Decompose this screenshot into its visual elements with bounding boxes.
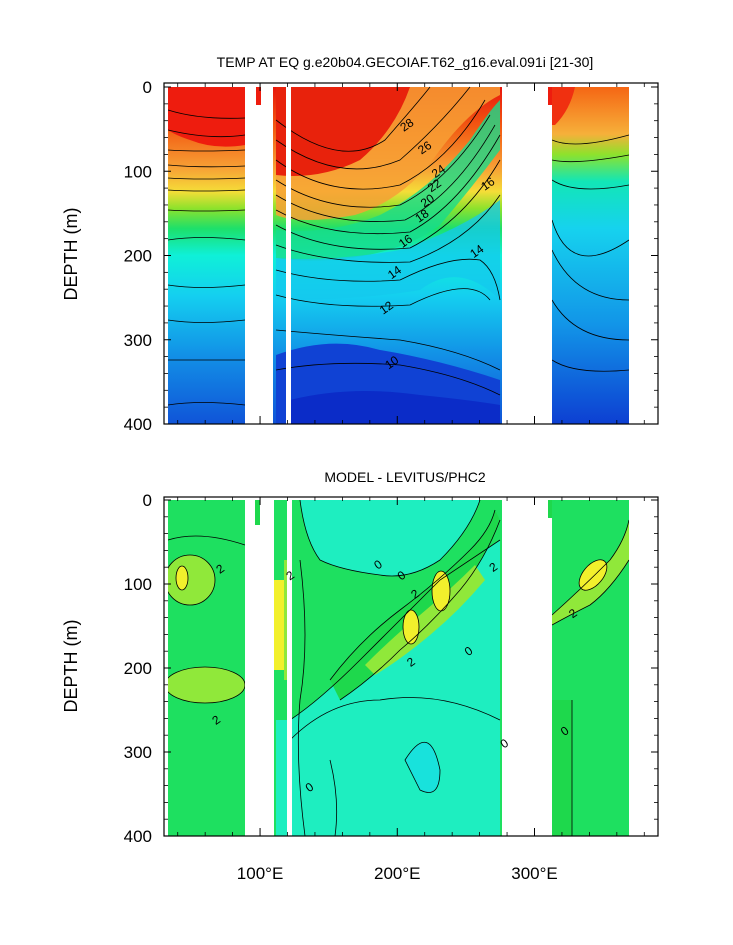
bottom-contour-field [164, 499, 658, 836]
y-tick-label: 400 [124, 827, 152, 846]
top-east-warm [552, 87, 575, 125]
x-tick-label: 200°E [374, 864, 421, 883]
top-frame [163, 82, 659, 425]
y-tick-label: 100 [124, 575, 152, 594]
bottom-west-yellow [176, 566, 188, 590]
top-x-ticks [177, 83, 645, 424]
y-tick-label: 100 [124, 162, 152, 181]
y-tick-label: 0 [143, 491, 152, 510]
top-land-gap-2 [286, 87, 291, 424]
bottom-panel-title: MODEL - LEVITUS/PHC2 [324, 469, 486, 485]
bottom-cyan-lower [290, 697, 500, 836]
top-red-spike-2 [548, 87, 552, 105]
top-panel-title: TEMP AT EQ g.e20b04.GECOIAF.T62_g16.eval… [217, 54, 594, 70]
x-tick-label: 100°E [237, 864, 284, 883]
bottom-land-gap-2 [287, 500, 292, 836]
y-tick-label: 300 [124, 331, 152, 350]
x-tick-label: 300°E [511, 864, 558, 883]
bottom-land-gap-3 [502, 500, 552, 836]
top-land-gap-3 [502, 87, 552, 424]
top-panel: TEMP AT EQ g.e20b04.GECOIAF.T62_g16.eval… [61, 54, 659, 434]
bottom-east-yellow [579, 559, 607, 591]
bottom-panel: MODEL - LEVITUS/PHC2 [61, 469, 659, 883]
y-tick-label: 200 [124, 659, 152, 678]
y-tick-label: 200 [124, 247, 152, 266]
bottom-gap-yellow [274, 580, 284, 670]
top-y-label: DEPTH (m) [61, 208, 81, 301]
y-tick-label: 400 [124, 415, 152, 434]
top-warm-pool [168, 87, 245, 147]
bottom-east-lime [552, 520, 629, 625]
bottom-teal-patch [405, 742, 440, 793]
top-east-field [552, 87, 629, 424]
bottom-green-spike-1 [255, 500, 260, 525]
bottom-y-axis: 0 100 200 300 400 [124, 491, 658, 846]
bottom-y-label: DEPTH (m) [61, 620, 81, 713]
top-contour-lines [167, 86, 630, 406]
bottom-land-gap-1 [245, 500, 274, 836]
top-land-gap-1 [245, 87, 273, 424]
bottom-lime-band [365, 565, 485, 675]
bottom-green-spike-2 [548, 500, 552, 518]
top-y-axis: 0 100 200 300 400 [124, 78, 658, 434]
bottom-west-lime-1 [165, 555, 215, 605]
top-thermocline-red [276, 87, 410, 176]
bottom-east-strip [552, 700, 572, 836]
top-cyan-band [276, 200, 500, 300]
bottom-cyan-upper [300, 500, 480, 576]
top-red-spike-1 [256, 87, 261, 105]
bottom-x-axis: 100°E 200°E 300°E [177, 497, 645, 883]
bottom-frame [163, 496, 659, 837]
top-contour-field [164, 86, 658, 424]
y-tick-label: 300 [124, 743, 152, 762]
top-deep-blue-core [290, 391, 500, 424]
y-tick-label: 0 [143, 78, 152, 97]
bottom-west-lime-2 [165, 667, 245, 703]
bottom-yellow-blob-1 [403, 610, 419, 644]
